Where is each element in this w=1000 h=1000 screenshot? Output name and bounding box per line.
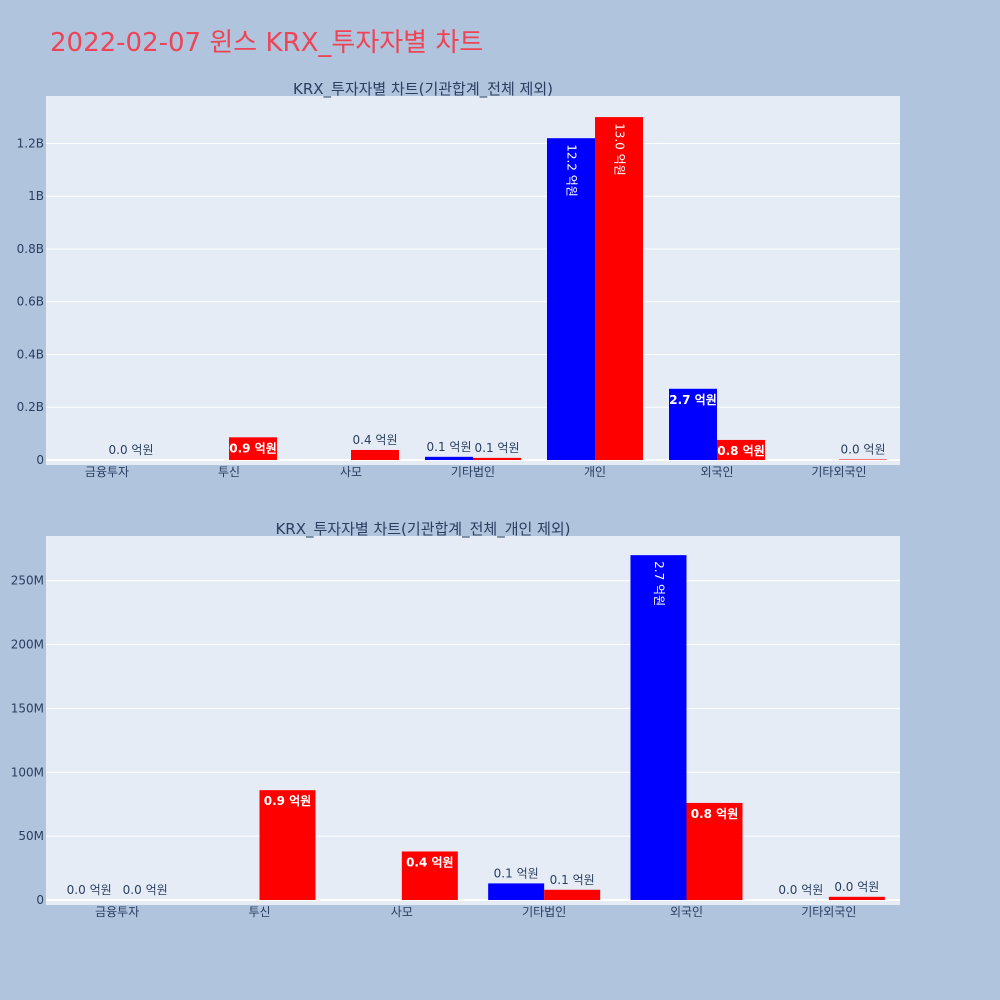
bar bbox=[425, 456, 473, 460]
bar bbox=[686, 802, 743, 900]
x-tick-label: 기타외국인 bbox=[801, 905, 856, 919]
plot-background bbox=[46, 96, 900, 465]
data-label: 0.0 억원 bbox=[123, 883, 168, 897]
data-label: 13.0 억원 bbox=[613, 123, 627, 176]
x-tick-label: 외국인 bbox=[700, 465, 733, 479]
data-label: 0.1 억원 bbox=[475, 441, 520, 455]
data-label: 0.0 억원 bbox=[109, 443, 154, 457]
data-label: 0.0 억원 bbox=[67, 883, 112, 897]
y-tick-label: 50M bbox=[18, 829, 44, 843]
bar bbox=[669, 388, 717, 460]
y-tick-label: 0 bbox=[36, 453, 44, 467]
bar bbox=[595, 117, 643, 461]
bar bbox=[259, 790, 316, 900]
data-label: 0.1 억원 bbox=[550, 873, 595, 887]
data-label: 0.4 억원 bbox=[406, 855, 454, 869]
data-label: 0.8 억원 bbox=[717, 444, 765, 458]
bar bbox=[828, 896, 885, 900]
y-tick-label: 1.2B bbox=[17, 136, 44, 150]
data-label: 2.7 억원 bbox=[652, 561, 666, 606]
x-tick-label: 기타외국인 bbox=[811, 465, 866, 479]
y-tick-label: 200M bbox=[11, 638, 44, 652]
data-label: 0.9 억원 bbox=[264, 794, 312, 808]
data-label: 2.7 억원 bbox=[669, 393, 717, 407]
y-tick-label: 100M bbox=[11, 765, 44, 779]
bar bbox=[839, 459, 887, 460]
data-label: 12.2 억원 bbox=[565, 144, 579, 197]
chart-2: 0 50M 100M 150M 200M 250M KRX_투자자별 차트(기관합계_전체_… bbox=[11, 520, 900, 919]
bar bbox=[488, 883, 545, 900]
bar bbox=[351, 449, 399, 460]
y-tick-label: 0.4B bbox=[17, 347, 44, 361]
data-label: 0.4 억원 bbox=[353, 433, 398, 447]
y-tick-label: 0.6B bbox=[17, 295, 44, 309]
x-tick-label: 금융투자 bbox=[95, 905, 139, 919]
y-tick-label: 250M bbox=[11, 574, 44, 588]
data-label: 0.8 억원 bbox=[691, 807, 739, 821]
chart-1: 0 0.2B 0.4B 0.6B 0.8B 1B 1.2B KRX_투자자별 차트(기관합계_… bbox=[17, 80, 900, 479]
bar bbox=[473, 457, 521, 460]
x-tick-label: 기타법인 bbox=[522, 905, 566, 919]
chart-title: KRX_투자자별 차트(기관합계_전체 제외) bbox=[293, 80, 553, 99]
x-tick-label: 외국인 bbox=[670, 905, 703, 919]
bar bbox=[547, 138, 595, 461]
x-tick-label: 사모 bbox=[340, 465, 362, 479]
x-tick-label: 개인 bbox=[584, 465, 606, 479]
data-label: 0.0 억원 bbox=[841, 442, 886, 456]
y-tick-label: 0.8B bbox=[17, 242, 44, 256]
page-title: 2022-02-07 윈스 KRX_투자자별 차트 bbox=[50, 28, 484, 58]
y-tick-label: 150M bbox=[11, 701, 44, 715]
y-tick-label: 0.2B bbox=[17, 400, 44, 414]
data-label: 0.0 억원 bbox=[834, 880, 879, 894]
data-label: 0.1 억원 bbox=[427, 440, 472, 454]
bar bbox=[401, 851, 458, 900]
data-label: 0.9 억원 bbox=[229, 441, 277, 455]
data-label: 0.0 억원 bbox=[778, 883, 823, 897]
bar bbox=[544, 889, 601, 900]
x-tick-label: 금융투자 bbox=[85, 465, 129, 479]
y-tick-label: 1B bbox=[28, 189, 44, 203]
x-tick-label: 투신 bbox=[218, 465, 240, 479]
bar bbox=[717, 439, 765, 460]
y-tick-label: 0 bbox=[36, 893, 44, 907]
x-tick-label: 투신 bbox=[248, 905, 270, 919]
plot-background bbox=[46, 536, 900, 905]
bar bbox=[630, 555, 687, 900]
chart-title: KRX_투자자별 차트(기관합계_전체_개인 제외) bbox=[275, 520, 570, 539]
bar bbox=[229, 437, 277, 460]
x-tick-label: 사모 bbox=[391, 905, 413, 919]
data-label: 0.1 억원 bbox=[494, 866, 539, 880]
x-tick-label: 기타법인 bbox=[451, 465, 495, 479]
